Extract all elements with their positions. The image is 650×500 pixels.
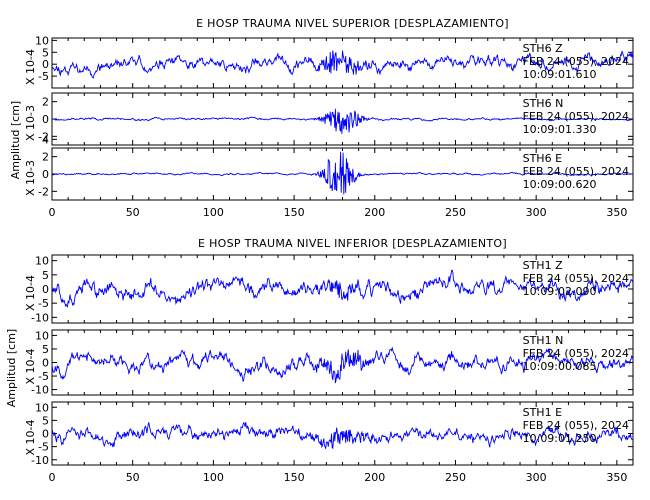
x-tick-label: 150 (284, 206, 305, 219)
waveform-trace (51, 50, 634, 79)
station-info-line: STH6 N (523, 97, 564, 110)
scale-label: X 10-4 (24, 349, 37, 385)
y-tick-label: -10 (31, 311, 49, 324)
station-info-line: FEB 24 (055), 2024 (523, 419, 629, 432)
y-tick-label: 5 (42, 46, 49, 59)
y-tick-label: -5 (38, 70, 49, 83)
scale-label: X 10-3 (24, 105, 37, 141)
y-tick-label: 0 (42, 428, 49, 441)
station-info-line: 10:09:00.620 (523, 178, 597, 191)
waveform-trace (51, 108, 634, 134)
y-tick-label: -10 (31, 454, 49, 467)
y-tick-label: 5 (42, 343, 49, 356)
x-tick-label: 100 (203, 206, 224, 219)
station-info-line: STH1 N (523, 334, 564, 347)
y-tick-label: 0 (42, 357, 49, 370)
chart-1: E HOSP TRAUMA NIVEL SUPERIOR [DESPLAZAMI… (9, 17, 634, 219)
y-tick-label: 2 (42, 151, 49, 164)
x-tick-label: 350 (606, 471, 627, 484)
x-tick-label: 150 (284, 471, 305, 484)
station-info-line: FEB 24 (055), 2024 (523, 165, 629, 178)
y-tick-label: 0 (42, 168, 49, 181)
station-info-line: STH6 Z (523, 42, 563, 55)
x-tick-label: 350 (606, 206, 627, 219)
waveform-trace (51, 346, 634, 384)
x-tick-label: 200 (364, 471, 385, 484)
x-tick-label: 50 (126, 206, 140, 219)
x-tick-label: 0 (49, 471, 56, 484)
y-tick-label: -10 (31, 384, 49, 397)
y-axis-label: Amplitud [cm] (5, 329, 18, 407)
chart-title: E HOSP TRAUMA NIVEL SUPERIOR [DESPLAZAMI… (196, 17, 509, 30)
y-tick-label: 4 (42, 133, 49, 146)
station-info-line: FEB 24 (055), 2024 (523, 55, 629, 68)
station-info-line: 10:09:01.330 (523, 123, 597, 136)
x-tick-label: 0 (49, 206, 56, 219)
y-tick-label: -2 (38, 185, 49, 198)
y-tick-label: -2 (38, 130, 49, 143)
y-axis-label: Amplitud [cm] (9, 101, 22, 179)
y-tick-label: 10 (35, 329, 49, 342)
y-tick-label: 10 (35, 255, 49, 268)
station-info-line: STH6 E (523, 152, 562, 165)
station-info-line: 10:09:01.250 (523, 432, 597, 445)
chart-2: E HOSP TRAUMA NIVEL INFERIOR [DESPLAZAMI… (5, 237, 634, 484)
y-tick-label: -5 (38, 441, 49, 454)
y-tick-label: 5 (42, 269, 49, 282)
x-tick-label: 300 (526, 206, 547, 219)
station-info-line: STH1 E (523, 406, 562, 419)
y-tick-label: 0 (42, 283, 49, 296)
scale-label: X 10-4 (24, 420, 37, 456)
y-tick-label: -5 (38, 297, 49, 310)
y-tick-label: 5 (42, 414, 49, 427)
chart-title: E HOSP TRAUMA NIVEL INFERIOR [DESPLAZAMI… (198, 237, 507, 250)
station-info-line: 10:09:02.090 (523, 285, 597, 298)
station-info-line: STH1 Z (523, 259, 563, 272)
scale-label: X 10-3 (24, 160, 37, 196)
station-info-line: 10:09:00.085 (523, 360, 597, 373)
y-tick-label: -5 (38, 370, 49, 383)
scale-label: X 10-4 (24, 275, 37, 311)
waveform-trace (51, 421, 634, 449)
y-tick-label: 0 (42, 58, 49, 71)
waveform-trace (51, 151, 634, 195)
station-info-line: FEB 24 (055), 2024 (523, 272, 629, 285)
x-tick-label: 250 (445, 471, 466, 484)
station-info-line: FEB 24 (055), 2024 (523, 110, 629, 123)
x-tick-label: 300 (526, 471, 547, 484)
y-tick-label: 0 (42, 113, 49, 126)
x-tick-label: 200 (364, 206, 385, 219)
x-tick-label: 50 (126, 471, 140, 484)
waveform-trace (51, 269, 634, 308)
scale-label: X 10-4 (24, 49, 37, 85)
y-tick-label: 10 (35, 34, 49, 47)
y-tick-label: 10 (35, 401, 49, 414)
x-tick-label: 250 (445, 206, 466, 219)
station-info-line: FEB 24 (055), 2024 (523, 347, 629, 360)
x-tick-label: 100 (203, 471, 224, 484)
station-info-line: 10:09:01.610 (523, 68, 597, 81)
y-tick-label: 2 (42, 96, 49, 109)
